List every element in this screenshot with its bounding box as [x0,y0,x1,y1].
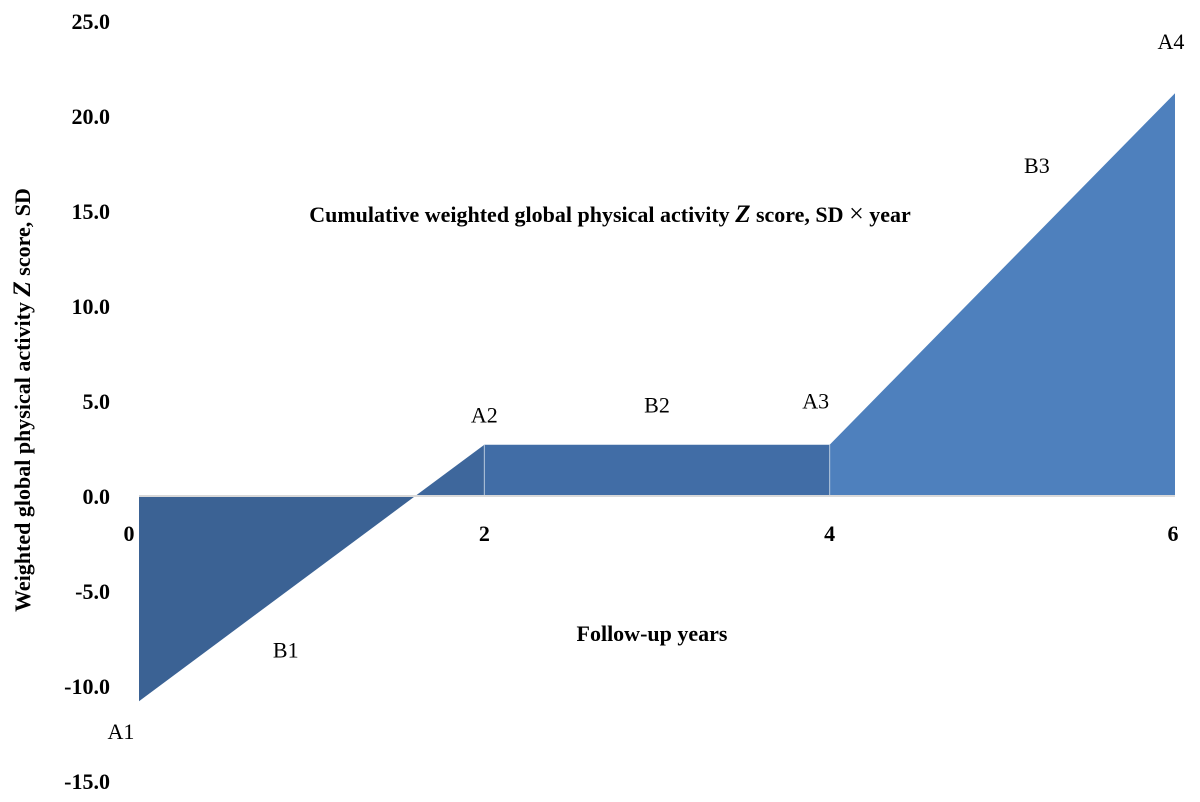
y-tick-label: 15.0 [72,199,111,224]
annotation-unit: year [864,202,911,227]
point-label-a1: A1 [108,719,135,744]
x-tick-label: 6 [1168,521,1179,546]
region-label-b2: B2 [644,392,670,417]
area-segment-4-6 [829,93,1175,496]
region-label-b3: B3 [1024,153,1050,178]
y-tick-label: 25.0 [72,9,111,34]
region-label-b1: B1 [273,638,299,663]
annotation-times-symbol: × [849,199,864,228]
y-axis-title-text: Weighted global physical activity [10,297,35,612]
x-tick-label: 4 [824,521,835,546]
annotation-prefix: Cumulative weighted global physical acti… [309,202,735,227]
y-axis-title: Weighted global physical activity Z scor… [9,188,36,612]
area-segment-2-4 [484,444,830,496]
cumulative-annotation: Cumulative weighted global physical acti… [309,199,911,228]
y-tick-label: 10.0 [72,294,111,319]
y-tick-label: 5.0 [83,389,111,414]
area-segment-negative [139,496,416,702]
y-tick-label: -5.0 [75,579,110,604]
label-layer: A1 A2 A3 A4 B1 B2 B3 [108,29,1185,744]
point-label-a2: A2 [471,403,498,428]
point-label-a3: A3 [802,389,829,414]
y-tick-label: 20.0 [72,104,111,129]
y-tick-label: -10.0 [64,674,110,699]
axes-layer: 25.0 20.0 15.0 10.0 5.0 0.0 -5.0 -10.0 -15.0 0 2 4 6 [64,9,1178,794]
y-axis-title-rest: score, SD [10,188,35,281]
area-segment-0-2 [415,444,485,496]
y-axis-title-z: Z [9,281,36,297]
area-layer [139,93,1175,702]
y-tick-label: -15.0 [64,769,110,794]
x-axis-title: Follow-up years [577,621,728,646]
y-tick-label: 0.0 [83,484,111,509]
point-label-a4: A4 [1158,29,1185,54]
x-tick-label: 2 [479,521,490,546]
annotation-score: score, SD [750,202,849,227]
x-tick-label: 0 [124,521,135,546]
annotation-z: Z [734,201,750,228]
